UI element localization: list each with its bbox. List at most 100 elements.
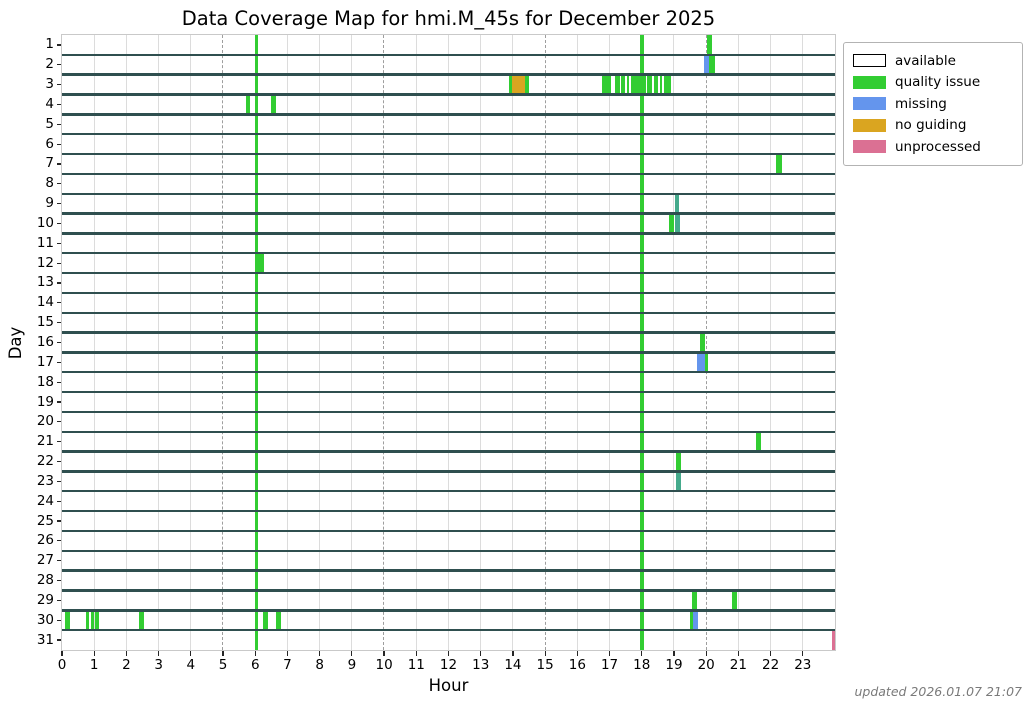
x-tick: [447, 651, 450, 656]
row-separator: [62, 609, 835, 612]
x-tick-label: 20: [697, 657, 715, 673]
x-tick: [737, 651, 739, 656]
x-tick: [544, 651, 546, 656]
legend-item: no guiding: [853, 115, 1012, 137]
x-tick: [93, 651, 95, 656]
x-tick: [190, 651, 192, 656]
x-tick-label: 9: [347, 657, 357, 673]
coverage-mark: [525, 74, 529, 95]
y-tick: [56, 44, 61, 46]
coverage-mark: [704, 54, 710, 75]
y-tick: [56, 361, 61, 363]
x-tick-label: 21: [729, 657, 747, 673]
x-axis-label: Hour: [428, 676, 469, 695]
y-tick: [56, 163, 61, 165]
y-tick: [56, 500, 61, 502]
hour-gridline: [93, 35, 95, 650]
legend-swatch-quality-issue: [853, 75, 886, 89]
coverage-mark: [602, 74, 612, 95]
row-separator: [62, 430, 835, 433]
coverage-mark: [675, 471, 682, 492]
x-tick: [254, 651, 256, 656]
y-tick-label: 25: [36, 512, 54, 529]
legend-swatch-unprocessed: [853, 140, 886, 154]
legend-label: unprocessed: [895, 138, 981, 155]
coverage-mark: [621, 74, 626, 95]
y-tick: [56, 282, 61, 284]
y-tick-label: 21: [36, 433, 54, 450]
y-tick: [56, 183, 61, 185]
x-tick: [608, 651, 611, 656]
x-tick: [286, 651, 289, 656]
coverage-mark: [776, 154, 782, 174]
y-tick-label: 12: [36, 254, 54, 271]
y-tick: [56, 639, 61, 641]
hour-gridline: [415, 35, 417, 650]
y-tick-label: 30: [36, 611, 54, 628]
hour-gridline: [158, 35, 160, 650]
y-tick: [56, 579, 61, 582]
x-tick: [576, 651, 578, 656]
y-tick: [56, 560, 61, 562]
legend-label: missing: [895, 95, 947, 112]
x-tick-label: 16: [568, 657, 586, 673]
hour-gridline: [802, 35, 804, 650]
x-tick-label: 23: [794, 657, 812, 673]
x-tick-label: 15: [536, 657, 554, 673]
legend: available quality issue missing no guiding u…: [843, 42, 1023, 166]
coverage-mark: [647, 74, 652, 95]
row-separator: [62, 212, 835, 215]
x-tick-label: 3: [154, 657, 163, 673]
y-tick-label: 8: [45, 175, 54, 192]
row-separator: [62, 152, 835, 156]
y-tick-label: 24: [36, 492, 54, 509]
legend-swatch-missing: [853, 97, 886, 111]
row-separator: [62, 628, 835, 632]
legend-item: quality issue: [853, 72, 1012, 94]
y-tick: [56, 421, 61, 423]
y-tick-label: 10: [36, 214, 54, 231]
coverage-mark: [65, 610, 71, 631]
y-tick: [56, 64, 61, 66]
y-tick: [56, 441, 61, 443]
coverage-mark: [675, 451, 681, 472]
y-tick: [56, 341, 61, 344]
y-tick-label: 16: [36, 334, 54, 350]
coverage-mark: [271, 94, 277, 115]
x-tick-label: 17: [600, 657, 619, 673]
legend-item: unprocessed: [853, 136, 1012, 158]
legend-item: missing: [853, 93, 1012, 115]
y-tick: [56, 460, 61, 463]
coverage-mark: [691, 590, 697, 611]
x-tick: [319, 651, 321, 656]
x-tick: [222, 651, 224, 656]
x-tick: [158, 651, 160, 656]
y-tick: [56, 123, 61, 125]
coverage-mark: [85, 610, 90, 631]
x-tick: [383, 651, 385, 656]
hour-gridline: [512, 35, 514, 650]
x-tick-label: 2: [122, 657, 131, 673]
hour-gridline: [319, 35, 321, 650]
coverage-mark: [674, 213, 681, 234]
row-separator: [62, 271, 835, 275]
row-separator: [62, 331, 835, 334]
x-tick-label: 10: [375, 657, 393, 673]
coverage-mark: [653, 74, 658, 95]
coverage-mark: [245, 94, 251, 115]
coverage-mark: [95, 610, 99, 631]
row-separator: [62, 371, 835, 374]
row-separator: [62, 589, 835, 592]
legend-swatch-no-guiding: [853, 118, 886, 132]
y-tick: [56, 83, 61, 86]
x-tick-label: 0: [57, 657, 67, 673]
legend-label: no guiding: [895, 117, 967, 134]
y-tick: [56, 381, 61, 383]
y-tick-label: 3: [45, 76, 54, 93]
y-tick: [56, 480, 61, 482]
hour-gridline: [608, 35, 610, 650]
y-tick: [56, 619, 61, 621]
x-tick-label: 14: [504, 657, 522, 673]
coverage-mark: [731, 590, 738, 611]
x-tick-label: 11: [407, 657, 425, 673]
